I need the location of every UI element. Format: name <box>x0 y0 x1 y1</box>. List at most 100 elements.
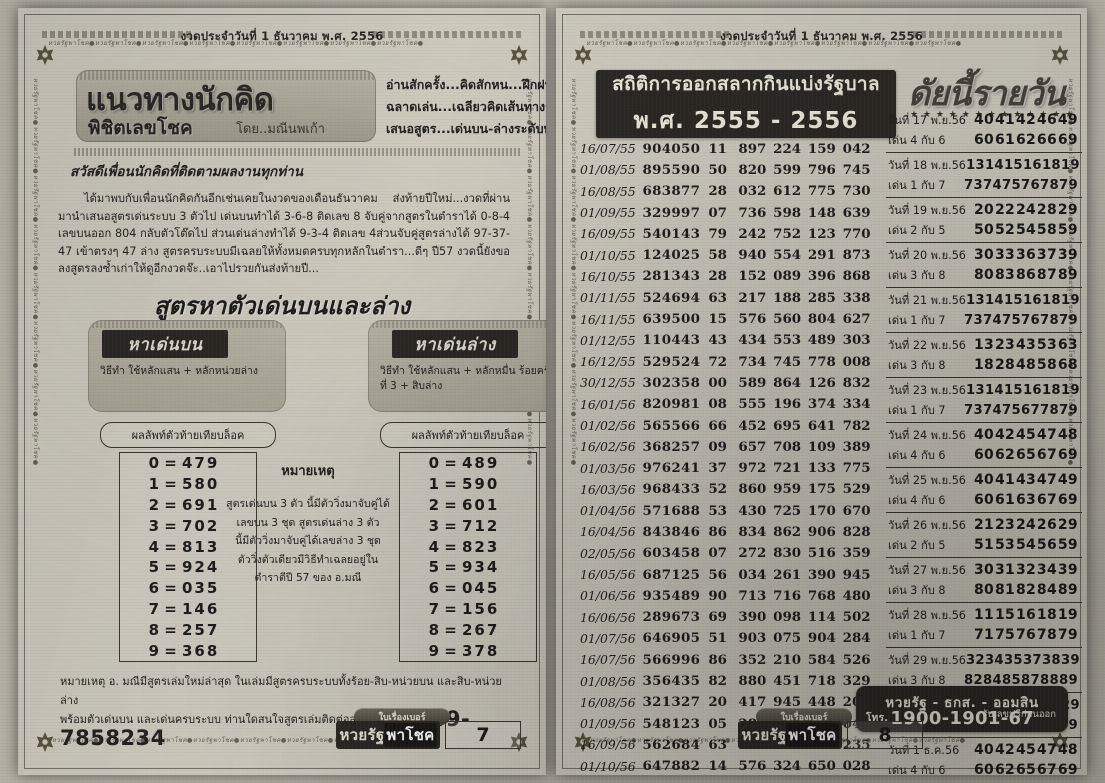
formula-row: 5 = 934 <box>400 557 536 578</box>
two-digit: 69 <box>708 609 727 626</box>
pair-numbers: 73 74 75 76 78 79 <box>964 178 1082 193</box>
pair-number: 51 <box>974 537 995 553</box>
pair-block: วันที่ 24 พ.ย.56 40 42 45 47 48 เด่น 4 กับ 6 60… <box>886 423 1082 468</box>
three-digit-b: 210 <box>773 651 802 668</box>
two-digit: 28 <box>708 183 727 200</box>
three-digit-b: 752 <box>773 225 802 242</box>
notes-line: ตัววิ่งตัวเดียวมีวิธีทำเฉลยอยู่ใน <box>237 553 379 566</box>
table-row: 16/07/55 904050 11 897 224 159 042 <box>574 138 874 159</box>
formula-key: 3 <box>428 516 440 535</box>
three-digit-c: 906 <box>807 523 836 540</box>
formula-row: 6 = 045 <box>400 578 536 599</box>
pair-number: 45 <box>1015 427 1037 443</box>
formula-top-method: วิธีทำ ใช้หลักแสน + หลักหน่วยล่าง <box>100 365 258 377</box>
three-digit-d: 627 <box>842 311 871 328</box>
three-digit-b: 716 <box>773 587 802 604</box>
pair-block: วันที่ 22 พ.ย.56 13 23 43 53 63 เด่น 3 กับ 8 18… <box>886 333 1082 378</box>
pair-number: 16 <box>1022 292 1042 308</box>
pair-number: 65 <box>1015 447 1037 463</box>
three-digit-a: 242 <box>738 225 767 242</box>
draw-date: 01/11/55 <box>580 290 636 306</box>
pair-numbers: 50 52 54 58 59 <box>974 222 1082 238</box>
publication-logo: ดัยนี้รายวัน ★ ★ ★ ★ ★ ★ ★ ★ ★ ★ ★ ★ ★ ★… <box>908 66 1076 120</box>
pair-numbers: 20 22 24 28 29 <box>974 202 1082 218</box>
table-row: 30/12/55 302358 00 589 864 126 832 <box>574 372 874 393</box>
formula-row: 7 = 146 <box>120 599 256 620</box>
two-digit: 37 <box>708 460 727 477</box>
statistics-table: 16/07/55 904050 11 897 224 159 042 01/08/55 8955… <box>574 138 874 775</box>
formula-value: 590 <box>462 475 500 494</box>
pair-number: 36 <box>1015 247 1037 263</box>
page-badge-right: ใบเรื่องเบอร์ หวยรัฐ พาโชค 8 <box>738 708 923 749</box>
formula-box-hatch <box>88 320 286 328</box>
first-prize: 683877 <box>642 183 701 200</box>
draw-date: 16/03/56 <box>580 481 636 497</box>
draw-date: 16/05/56 <box>580 567 636 583</box>
pair-number: 18 <box>974 357 995 373</box>
pair-number: 43 <box>1015 337 1037 353</box>
statistics-years: พ.ศ. 2555 - 2556 <box>633 108 859 134</box>
star-ornament-icon <box>508 44 530 66</box>
formula-value: 156 <box>462 599 500 618</box>
pair-number: 22 <box>994 202 1016 218</box>
first-prize: 895590 <box>642 161 701 178</box>
pair-label: เด่น 3 กับ 8 <box>888 674 946 687</box>
formula-top-label: หาเด่นบน <box>102 330 228 358</box>
formula-box-hatch <box>368 320 546 328</box>
table-row: 01/07/56 646905 51 903 075 904 284 <box>574 628 874 649</box>
formula-equals: = <box>164 537 178 556</box>
pair-number: 88 <box>1040 672 1059 688</box>
pair-row-top: วันที่ 25 พ.ย.56 40 41 43 47 49 <box>886 470 1082 490</box>
table-row: 16/07/56 566996 86 352 210 584 526 <box>574 649 874 670</box>
pair-numbers: 13 23 43 53 63 <box>974 337 1082 353</box>
pair-number: 41 <box>994 112 1016 128</box>
three-digit-d: 770 <box>842 225 871 242</box>
three-digit-d: 782 <box>842 417 871 434</box>
first-prize: 548123 <box>642 715 701 732</box>
formula-row: 1 = 580 <box>120 474 256 495</box>
three-digit-c: 123 <box>807 225 836 242</box>
two-digit: 63 <box>708 289 727 306</box>
formula-bottom-method: วิธีทำ ใช้หลักแสน + หลักหมื่น ร้อยครั้งท… <box>380 365 546 392</box>
pair-number: 53 <box>994 537 1016 553</box>
pair-number: 19 <box>1057 607 1078 623</box>
pair-number: 41 <box>994 472 1016 488</box>
formula-bottom-result-pill: ผลลัพท์ตัวท้ายเทียบล็อค <box>380 422 546 448</box>
formula-row: 5 = 924 <box>120 557 256 578</box>
formula-value: 378 <box>462 641 500 660</box>
formula-key: 1 <box>148 475 160 494</box>
pair-number: 40 <box>974 742 995 758</box>
pair-number: 87 <box>1036 267 1057 283</box>
pair-number: 54 <box>1015 222 1037 238</box>
two-digit: 56 <box>708 566 727 583</box>
pair-number: 38 <box>1041 652 1061 668</box>
formula-value: 813 <box>182 537 220 556</box>
formula-row: 1 = 590 <box>400 474 536 495</box>
masthead-title: แนวทางนักคิด <box>86 82 274 118</box>
three-digit-b: 224 <box>773 140 802 157</box>
formula-equals: = <box>444 599 458 618</box>
pair-row-bottom: เด่น 3 กับ 8 80 81 82 84 89 <box>886 580 1082 600</box>
pair-block: วันที่ 18 พ.ย.56 13 14 15 16 18 19 เด่น 1 กับ 7… <box>886 153 1082 198</box>
two-digit: 20 <box>708 694 727 711</box>
formula-equals: = <box>164 579 178 598</box>
pair-number: 18 <box>1041 292 1061 308</box>
three-digit-a: 940 <box>738 247 767 264</box>
table-row: 01/10/56 647882 14 576 324 650 028 <box>574 756 874 775</box>
formula-key: 4 <box>148 537 160 556</box>
pair-block: วันที่ 25 พ.ย.56 40 41 43 47 49 เด่น 4 กับ 6 60… <box>886 468 1082 513</box>
pair-number: 20 <box>974 202 995 218</box>
dateline-left: งวดประจำวันที่ 1 ธันวาคม พ.ศ. 2556 <box>180 29 384 43</box>
formula-key: 9 <box>428 641 440 660</box>
first-prize: 289673 <box>642 609 701 626</box>
page-number: 7 <box>445 721 521 749</box>
pair-numbers: 21 23 24 26 29 <box>974 517 1082 533</box>
dateline-rule-left <box>580 31 730 38</box>
formula-row: 9 = 368 <box>120 640 256 661</box>
badge-brand: หวยรัฐ พาโชค <box>738 721 842 749</box>
promo-subtitle: รับเลขฟรีก่อนออก <box>982 709 1056 720</box>
pair-row-top: วันที่ 17 พ.ย.56 40 41 42 46 49 <box>886 110 1082 130</box>
promo-phone[interactable]: โทร. 1900-1901-67 <box>866 708 1034 729</box>
three-digit-c: 448 <box>807 694 836 711</box>
formula-key: 8 <box>428 620 440 639</box>
